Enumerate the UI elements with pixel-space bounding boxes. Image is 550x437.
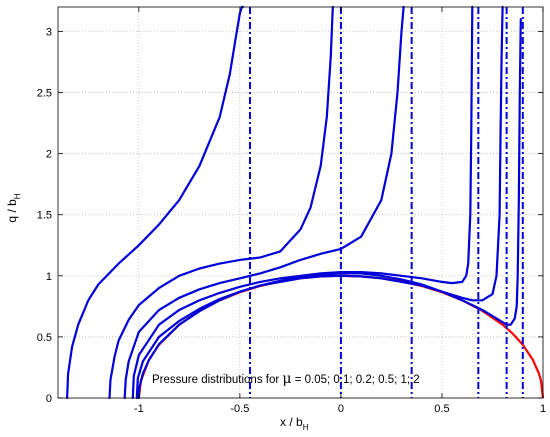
pressure-curve-5	[135, 5, 504, 400]
pressure-curve-2	[108, 5, 334, 400]
annotation-prefix: Pressure distributions for	[152, 374, 282, 386]
x-tick-label: -0.5	[230, 403, 249, 415]
y-tick-label: 1.5	[37, 210, 52, 222]
x-axis-label-main: x / b	[280, 415, 303, 429]
x-tick-label: 0	[338, 403, 344, 415]
annotation-mu: μ	[282, 371, 291, 387]
x-axis-label-sub: H	[303, 423, 309, 432]
pressure-curve-1	[65, 5, 244, 400]
y-tick-label: 2.5	[37, 88, 52, 100]
y-tick-label: 3	[46, 26, 52, 38]
y-tick-label: 0	[46, 393, 52, 405]
y-tick-label: 1	[46, 271, 52, 283]
annotation: Pressure distributions for μ = 0.05; 0.1…	[152, 371, 420, 387]
y-tick-label: 2	[46, 149, 52, 161]
y-axis-label: q / bH	[5, 193, 22, 222]
y-axis-label-sub: H	[13, 193, 22, 199]
pressure-curve-3	[123, 5, 405, 400]
x-axis-label: x / bH	[280, 415, 309, 432]
pressure-curve-6	[137, 18, 522, 400]
x-tick-label: 1	[540, 403, 546, 415]
annotation-values: = 0.05; 0.1; 0.2; 0.5; 1; 2	[292, 374, 420, 386]
axes-box	[57, 6, 544, 399]
ticks: -1 -0.5 0 0.5 1 0 0.5 1 1.5 2 2.5 3	[37, 7, 546, 415]
x-tick-label: -1	[134, 403, 144, 415]
vertical-dashed-lines	[248, 7, 524, 398]
x-tick-label: 0.5	[434, 403, 449, 415]
y-axis-label-main: q / b	[5, 199, 19, 223]
y-tick-label: 0.5	[37, 332, 52, 344]
